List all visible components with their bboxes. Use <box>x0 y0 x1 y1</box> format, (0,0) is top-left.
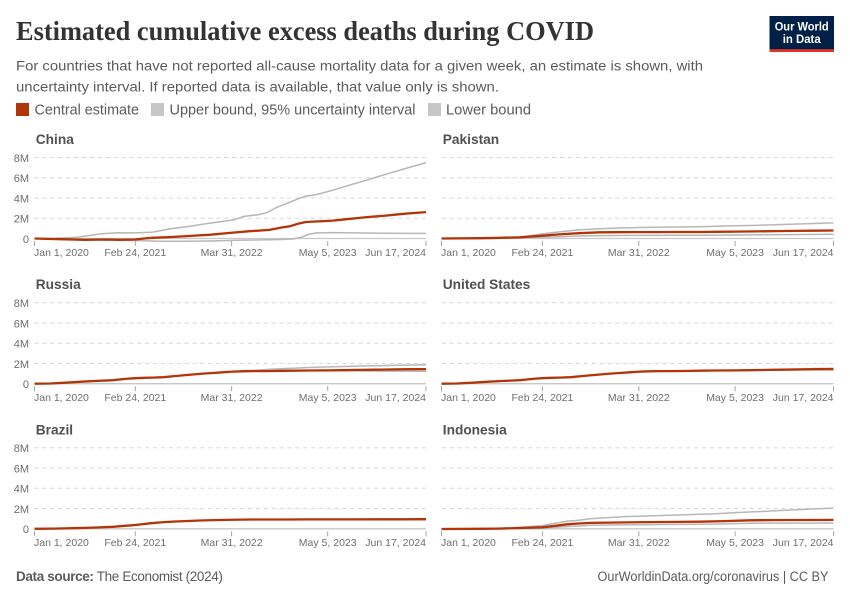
svg-text:0: 0 <box>23 524 29 536</box>
svg-text:4M: 4M <box>14 484 29 496</box>
svg-text:Jun 17, 2024: Jun 17, 2024 <box>365 537 426 549</box>
svg-text:4M: 4M <box>14 193 29 205</box>
svg-text:OurWorldinData.org/coronavirus: OurWorldinData.org/coronavirus | CC BY <box>598 569 829 584</box>
svg-text:Estimated cumulative excess de: Estimated cumulative excess deaths durin… <box>16 16 594 46</box>
svg-text:Jun 17, 2024: Jun 17, 2024 <box>365 247 426 259</box>
svg-text:For countries that have not re: For countries that have not reported all… <box>16 59 703 75</box>
svg-text:Jun 17, 2024: Jun 17, 2024 <box>365 392 426 404</box>
svg-text:Jan 1, 2020: Jan 1, 2020 <box>34 537 89 549</box>
svg-text:Mar 31, 2022: Mar 31, 2022 <box>201 537 263 549</box>
svg-text:May 5, 2023: May 5, 2023 <box>706 537 764 549</box>
svg-text:2M: 2M <box>14 214 29 226</box>
svg-text:Jan 1, 2020: Jan 1, 2020 <box>441 537 496 549</box>
svg-text:Brazil: Brazil <box>36 422 73 437</box>
svg-text:Jan 1, 2020: Jan 1, 2020 <box>34 247 89 259</box>
svg-text:May 5, 2023: May 5, 2023 <box>706 392 764 404</box>
svg-text:Indonesia: Indonesia <box>443 422 507 437</box>
svg-text:0: 0 <box>23 234 29 246</box>
svg-text:Mar 31, 2022: Mar 31, 2022 <box>608 247 670 259</box>
svg-text:Feb 24, 2021: Feb 24, 2021 <box>511 247 573 259</box>
svg-text:8M: 8M <box>14 298 29 310</box>
svg-text:Jun 17, 2024: Jun 17, 2024 <box>773 537 834 549</box>
svg-text:uncertainty interval. If repor: uncertainty interval. If reported data i… <box>16 80 499 96</box>
svg-text:Mar 31, 2022: Mar 31, 2022 <box>201 247 263 259</box>
svg-text:4M: 4M <box>14 339 29 351</box>
svg-text:Feb 24, 2021: Feb 24, 2021 <box>511 537 573 549</box>
svg-text:Jun 17, 2024: Jun 17, 2024 <box>773 392 834 404</box>
svg-text:Jan 1, 2020: Jan 1, 2020 <box>34 392 89 404</box>
svg-text:Jan 1, 2020: Jan 1, 2020 <box>441 247 496 259</box>
svg-text:Feb 24, 2021: Feb 24, 2021 <box>511 392 573 404</box>
svg-text:Mar 31, 2022: Mar 31, 2022 <box>608 537 670 549</box>
svg-text:6M: 6M <box>14 463 29 475</box>
svg-text:Feb 24, 2021: Feb 24, 2021 <box>104 537 166 549</box>
svg-text:May 5, 2023: May 5, 2023 <box>706 247 764 259</box>
svg-text:Data source: The Economist (20: Data source: The Economist (2024) <box>16 569 223 584</box>
svg-text:6M: 6M <box>14 318 29 330</box>
svg-text:May 5, 2023: May 5, 2023 <box>299 537 357 549</box>
svg-text:May 5, 2023: May 5, 2023 <box>299 247 357 259</box>
svg-text:May 5, 2023: May 5, 2023 <box>299 392 357 404</box>
svg-text:2M: 2M <box>14 359 29 371</box>
svg-text:Upper bound, 95% uncertainty i: Upper bound, 95% uncertainty interval <box>170 103 416 119</box>
svg-text:0: 0 <box>23 379 29 391</box>
svg-text:in Data: in Data <box>783 34 822 46</box>
svg-text:Jun 17, 2024: Jun 17, 2024 <box>773 247 834 259</box>
svg-text:Russia: Russia <box>36 277 81 292</box>
svg-text:8M: 8M <box>14 153 29 165</box>
svg-text:Feb 24, 2021: Feb 24, 2021 <box>104 247 166 259</box>
svg-text:Mar 31, 2022: Mar 31, 2022 <box>608 392 670 404</box>
svg-text:Pakistan: Pakistan <box>443 132 499 147</box>
svg-text:United States: United States <box>443 277 531 292</box>
svg-text:China: China <box>36 132 74 147</box>
svg-text:Mar 31, 2022: Mar 31, 2022 <box>201 392 263 404</box>
svg-text:Central estimate: Central estimate <box>35 103 140 119</box>
svg-text:Our World: Our World <box>775 22 829 34</box>
svg-text:Lower bound: Lower bound <box>446 103 531 119</box>
svg-text:Jan 1, 2020: Jan 1, 2020 <box>441 392 496 404</box>
svg-text:6M: 6M <box>14 173 29 185</box>
svg-text:Feb 24, 2021: Feb 24, 2021 <box>104 392 166 404</box>
svg-text:8M: 8M <box>14 443 29 455</box>
svg-text:2M: 2M <box>14 504 29 516</box>
